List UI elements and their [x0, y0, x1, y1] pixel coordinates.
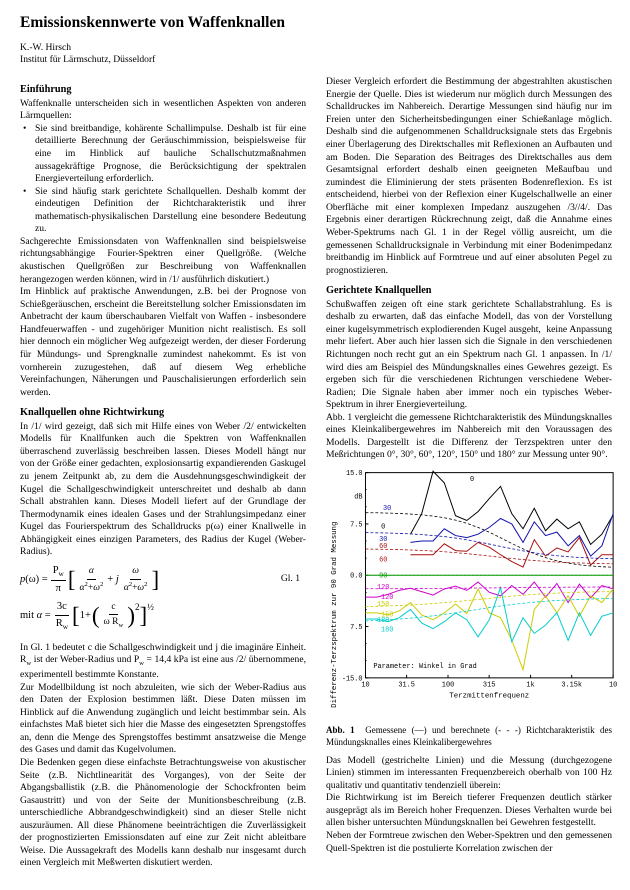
svg-text:15.0: 15.0 [346, 470, 363, 478]
svg-text:180: 180 [377, 617, 389, 625]
svg-text:60: 60 [379, 543, 387, 551]
svg-text:Parameter: Winkel in Grad: Parameter: Winkel in Grad [373, 663, 476, 671]
svg-text:180: 180 [381, 626, 393, 634]
svg-text:Terzmittenfrequenz: Terzmittenfrequenz [449, 693, 529, 701]
svg-text:3.15k: 3.15k [561, 682, 582, 690]
svg-text:0: 0 [470, 476, 474, 484]
svg-text:7.5: 7.5 [350, 624, 362, 632]
svg-text:30: 30 [383, 505, 391, 513]
svg-text:Differenz-Terzspektrum zur 90: Differenz-Terzspektrum zur 90 Grad Messu… [331, 522, 339, 708]
svg-text:150: 150 [377, 601, 389, 609]
svg-text:7.5: 7.5 [350, 521, 362, 529]
svg-text:-15.0: -15.0 [342, 675, 363, 683]
svg-text:1k: 1k [526, 682, 534, 690]
svg-text:dB: dB [354, 494, 362, 502]
svg-text:90: 90 [379, 572, 387, 580]
svg-text:10: 10 [609, 682, 617, 690]
svg-text:60: 60 [379, 557, 387, 565]
svg-text:120: 120 [377, 584, 389, 592]
svg-text:31.5: 31.5 [398, 682, 415, 690]
svg-text:0.0: 0.0 [350, 573, 362, 581]
svg-text:0: 0 [381, 524, 385, 532]
svg-text:10: 10 [361, 682, 369, 690]
svg-text:100: 100 [442, 682, 454, 690]
svg-text:315: 315 [483, 682, 495, 690]
